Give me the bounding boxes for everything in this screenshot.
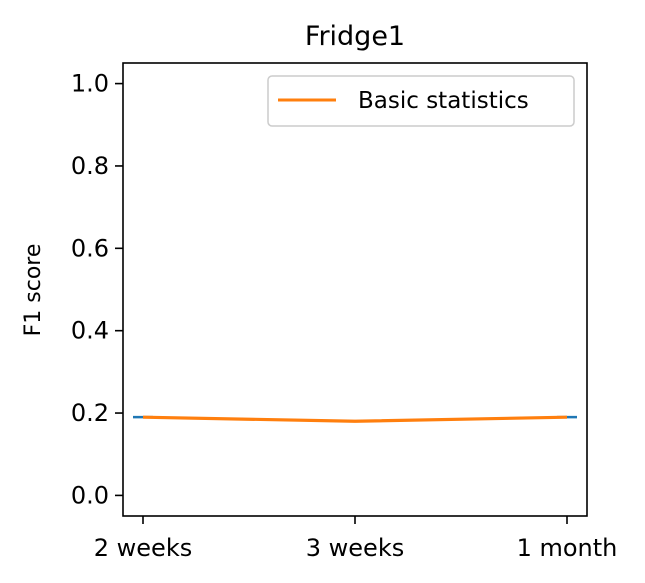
y-tick-label: 1.0 (71, 70, 109, 98)
x-tick-label: 2 weeks (94, 534, 192, 562)
y-tick-label: 0.8 (71, 152, 109, 180)
y-tick-label: 0.0 (71, 481, 109, 509)
legend: Basic statistics (267, 75, 575, 127)
x-tick-label: 1 month (517, 534, 618, 562)
y-tick-label: 0.4 (71, 317, 109, 345)
y-axis-label: F1 score (21, 244, 46, 337)
legend-box (267, 75, 575, 127)
plot-area (133, 415, 577, 423)
y-tick-label: 0.2 (71, 399, 109, 427)
y-tick-label: 0.6 (71, 234, 109, 262)
y-axis-ticks: 0.0 0.2 0.4 0.6 0.8 1.0 (71, 70, 123, 509)
chart-title: Fridge1 (305, 21, 405, 52)
legend-label-basic-statistics: Basic statistics (358, 88, 529, 114)
plot-frame (122, 62, 588, 517)
x-tick-label: 3 weeks (306, 534, 404, 562)
series-line-basic-statistics (142, 415, 568, 423)
x-axis-ticks: 2 weeks 3 weeks 1 month (94, 516, 618, 562)
